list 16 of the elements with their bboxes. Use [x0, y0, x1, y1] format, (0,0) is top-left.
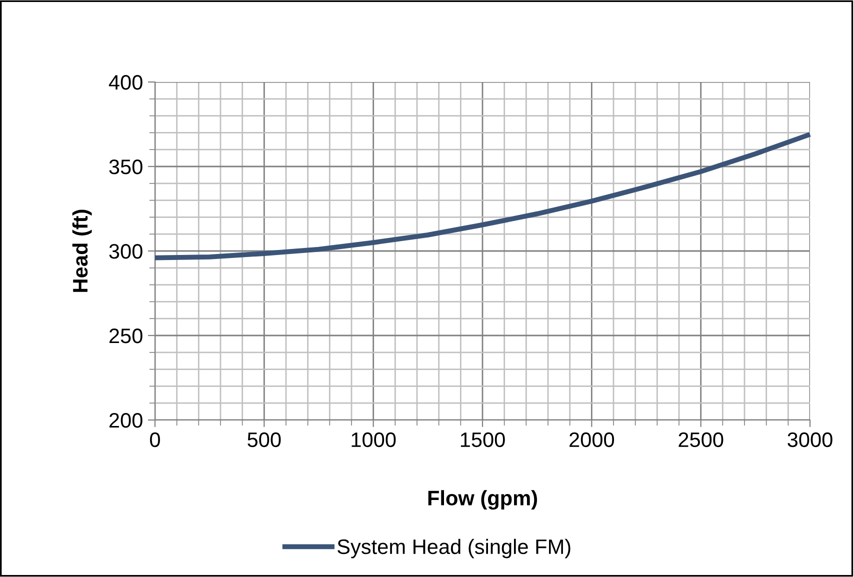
y-tick-label: 300: [109, 244, 142, 259]
line-series: [152, 132, 812, 260]
y-tick-label: 400: [108, 75, 142, 90]
x-tick-label: 500: [248, 432, 281, 448]
y-tick-label: 200: [109, 413, 142, 428]
y-tick-label: 250: [109, 328, 142, 344]
y-axis-title: Head (ft): [72, 210, 92, 292]
x-tick-label: 2500: [678, 432, 724, 448]
y-tick-label: 350: [109, 160, 142, 174]
x-tick-label: 0: [150, 432, 160, 448]
x-tick-label: 2000: [570, 432, 614, 448]
x-axis-title: Flow (gpm): [428, 490, 538, 510]
x-tick-label: 1500: [460, 432, 505, 448]
x-tick-label: 3000: [788, 432, 832, 448]
legend-label: System Head (single FM): [338, 538, 570, 558]
x-tick-label: 1000: [352, 432, 396, 448]
